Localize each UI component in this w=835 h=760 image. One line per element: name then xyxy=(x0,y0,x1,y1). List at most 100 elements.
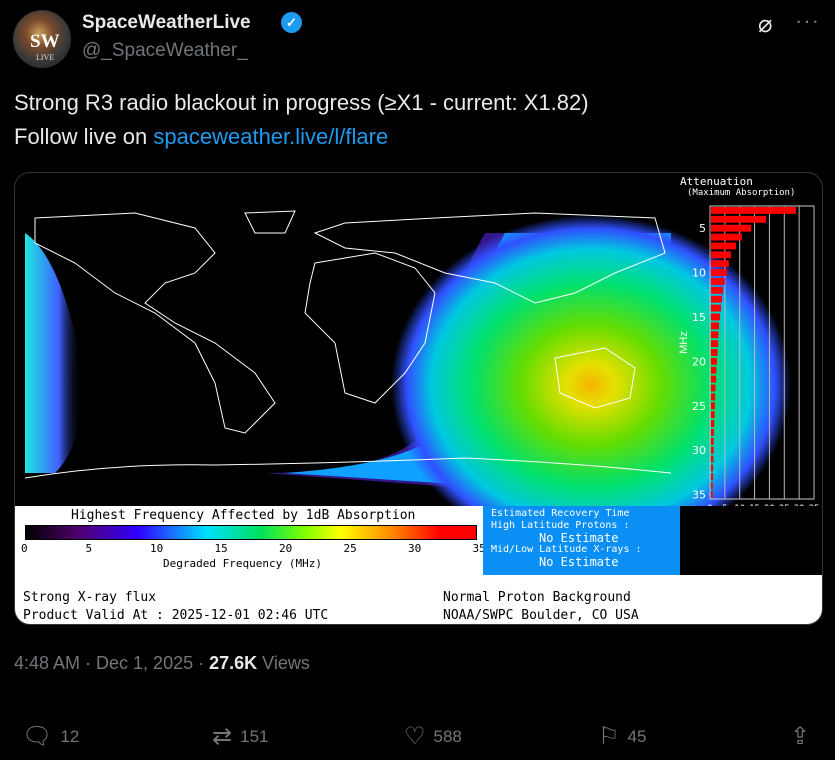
attenuation-title: Attenuation xyxy=(680,175,753,188)
like-button[interactable]: ♡ 588 xyxy=(404,722,462,751)
y-tick-label: 10 xyxy=(692,267,706,280)
attenuation-subtitle: (Maximum Absorption) xyxy=(687,188,795,198)
proton-status: Normal Proton Background xyxy=(443,590,631,605)
attenuation-bar xyxy=(711,366,717,374)
share-icon: ⇪ xyxy=(790,723,811,750)
recovery-title: Estimated Recovery Time xyxy=(491,508,630,519)
attenuation-bar xyxy=(711,375,717,383)
colorbar-tick: 0 xyxy=(21,542,28,555)
avatar-logo-text: SW xyxy=(30,31,60,52)
absorption-region xyxy=(391,215,791,506)
attenuation-bar xyxy=(711,349,718,356)
x-tick-label: 35 xyxy=(809,504,820,506)
reply-button[interactable]: 🗨 12 xyxy=(22,722,79,751)
attenuation-chart: 051015202530355101520253035dBMHz xyxy=(678,205,820,506)
views-label: Views xyxy=(257,653,310,673)
bookmark-button[interactable]: ⚐ 45 xyxy=(598,722,646,751)
attenuation-bar xyxy=(711,402,715,410)
author-name[interactable]: SpaceWeatherLive xyxy=(82,12,251,33)
attenuation-bar xyxy=(711,286,723,294)
attenuation-bar xyxy=(711,455,714,463)
verified-badge-icon: ✓ xyxy=(281,12,302,33)
x-tick-label: 15 xyxy=(749,504,760,506)
repost-icon: ⇄ xyxy=(212,723,233,750)
attenuation-bar xyxy=(711,313,720,321)
attenuation-bar xyxy=(711,260,729,268)
tweet-text-line2: Follow live on spaceweather.live/l/flare xyxy=(14,124,388,150)
repost-button[interactable]: ⇄ 151 xyxy=(212,722,268,751)
attenuation-bar xyxy=(711,482,713,490)
tweet-meta: 4:48 AM · Dec 1, 2025 · 27.6K Views xyxy=(14,653,310,674)
bookmark-count: 45 xyxy=(627,726,647,746)
attenuation-bar xyxy=(711,464,714,472)
attenuation-bar xyxy=(711,304,722,312)
source-credit: NOAA/SWPC Boulder, CO USA xyxy=(443,608,639,623)
attenuation-bar xyxy=(711,322,720,330)
attenuation-bar xyxy=(711,233,742,241)
absorption-band-west xyxy=(25,233,82,473)
avatar[interactable]: SW LIVE xyxy=(13,10,71,68)
y-tick-label: 20 xyxy=(692,355,706,368)
attenuation-bar xyxy=(711,491,713,498)
flux-status: Strong X-ray flux xyxy=(23,590,157,605)
legend-title: Highest Frequency Affected by 1dB Absorp… xyxy=(71,508,416,523)
x-tick-label: 10 xyxy=(734,504,745,506)
attenuation-bar xyxy=(711,340,719,348)
tweet-text-line1: Strong R3 radio blackout in progress (≥X… xyxy=(14,90,589,115)
views-count: 27.6K xyxy=(209,653,258,673)
colorbar-tick: 15 xyxy=(214,542,228,555)
colorbar-tick: 30 xyxy=(408,542,422,555)
y-tick-label: 15 xyxy=(692,311,706,324)
attenuation-bar xyxy=(711,278,725,285)
attenuation-bar xyxy=(711,295,722,303)
valid-time: Product Valid At : 2025-12-01 02:46 UTC xyxy=(23,608,329,623)
recovery-high-label: High Latitude Protons : xyxy=(491,520,630,531)
colorbar-tick: 20 xyxy=(279,542,293,555)
attenuation-bar xyxy=(711,446,714,454)
share-button[interactable]: ⇪ xyxy=(790,722,810,751)
recovery-mid-label: Mid/Low Latitude X-rays : xyxy=(491,544,642,555)
grok-icon[interactable]: ⌀ xyxy=(758,11,773,38)
author-handle[interactable]: @_SpaceWeather_ xyxy=(82,40,248,61)
attenuation-bar xyxy=(711,428,714,436)
attenuation-bar xyxy=(711,437,714,445)
tweet-image[interactable]: Attenuation (Maximum Absorption) 0 5 10 15 2… xyxy=(14,172,823,625)
y-tick-label: 5 xyxy=(699,222,706,235)
attenuation-bar xyxy=(711,420,715,427)
recovery-mid-value: No Estimate xyxy=(539,555,619,569)
attenuation-bar xyxy=(711,215,766,223)
recovery-panel: Estimated Recovery Time High Latitude Pr… xyxy=(483,506,680,575)
attenuation-bar xyxy=(711,224,752,232)
drap-map: Attenuation (Maximum Absorption) 0 5 10 15 2… xyxy=(24,175,820,506)
attenuation-bar xyxy=(711,411,715,419)
reply-count: 12 xyxy=(60,726,80,746)
x-tick-label: 0 xyxy=(707,504,712,506)
x-tick-label: 25 xyxy=(779,504,790,506)
tweet-link[interactable]: spaceweather.live/l/flare xyxy=(153,124,389,149)
colorbar-tick: 10 xyxy=(150,542,164,555)
colorbar-tick: 5 xyxy=(85,542,93,555)
attenuation-bar xyxy=(711,393,716,401)
x-tick-label: 20 xyxy=(764,504,775,506)
colorbar xyxy=(25,525,477,540)
colorbar-tick: 25 xyxy=(343,542,357,555)
y-tick-label: 25 xyxy=(692,400,706,413)
more-icon[interactable]: ··· xyxy=(795,8,820,33)
x-tick-label: 5 xyxy=(722,504,727,506)
colorbar-tick: 35 xyxy=(472,542,486,555)
attenuation-bar xyxy=(711,207,796,214)
y-tick-label: 30 xyxy=(692,444,706,457)
avatar-logo-sub: LIVE xyxy=(36,53,55,62)
timestamp[interactable]: 4:48 AM · Dec 1, 2025 · xyxy=(14,653,210,673)
attenuation-bar xyxy=(711,473,714,481)
attenuation-bar xyxy=(711,331,719,339)
heart-icon: ♡ xyxy=(404,723,426,750)
x-tick-label: 30 xyxy=(794,504,805,506)
attenuation-bar xyxy=(711,251,731,259)
colorbar-legend: Highest Frequency Affected by 1dB Absorp… xyxy=(15,506,486,575)
attenuation-bar xyxy=(711,357,717,365)
product-info: Strong X-ray flux Product Valid At : 202… xyxy=(15,575,822,624)
y-axis-label: MHz xyxy=(678,331,690,354)
tweet-text-prefix: Follow live on xyxy=(14,124,154,149)
reply-icon: 🗨 xyxy=(22,723,53,750)
